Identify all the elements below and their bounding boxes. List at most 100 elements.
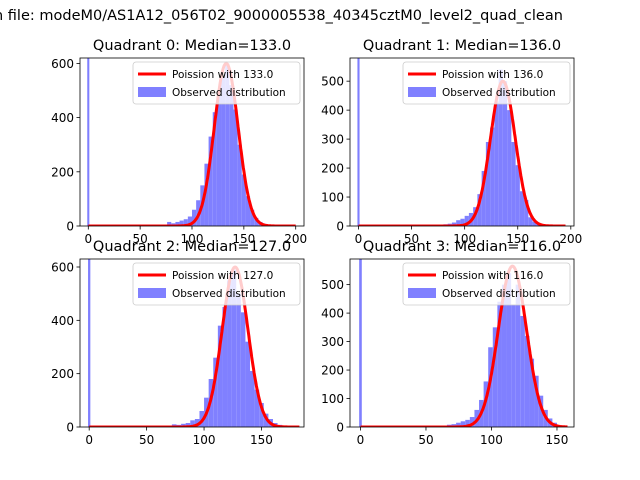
histogram-bar bbox=[212, 112, 217, 226]
histogram-bar bbox=[179, 220, 184, 226]
plot-marks bbox=[88, 259, 301, 427]
histogram-bar bbox=[254, 389, 260, 427]
poisson-fit-line bbox=[357, 79, 567, 226]
legend: Poission with 133.0 Observed distribution bbox=[132, 61, 301, 105]
x-tick-label: 150 bbox=[232, 232, 255, 246]
x-tick-label: 100 bbox=[181, 232, 204, 246]
legend-box bbox=[402, 61, 571, 105]
y-tick-label: 400 bbox=[51, 314, 74, 328]
subplot-quadrant-3: 0 50 100 150 0 100 200 300 400 500 Poission with 1… bbox=[321, 258, 575, 447]
x-tick-label: 50 bbox=[133, 232, 148, 246]
plot-marks bbox=[87, 58, 297, 226]
legend-bars-swatch bbox=[138, 288, 166, 298]
x-tick-label: 50 bbox=[418, 433, 433, 447]
legend-box bbox=[402, 262, 571, 306]
legend-fit-label: Poission with 136.0 bbox=[442, 69, 543, 81]
y-tick-label: 500 bbox=[321, 75, 344, 89]
axes-frame bbox=[79, 258, 305, 428]
histogram-bar bbox=[187, 216, 192, 226]
histogram-bar bbox=[485, 142, 491, 226]
histogram-bar bbox=[213, 357, 218, 427]
histogram-bar bbox=[529, 358, 535, 427]
histogram-bar bbox=[185, 423, 191, 427]
histogram-bar bbox=[502, 81, 508, 226]
histogram-bar bbox=[532, 221, 537, 226]
legend: Poission with 127.0 Observed distribution bbox=[132, 262, 301, 306]
histogram-bar bbox=[221, 76, 226, 226]
y-tick-label: 600 bbox=[51, 57, 74, 71]
histogram-bar bbox=[208, 136, 213, 226]
histogram-bar bbox=[222, 307, 228, 427]
legend-bars-label: Observed distribution bbox=[442, 87, 556, 99]
y-tick-label: 600 bbox=[51, 261, 74, 275]
x-tick-label: 0 bbox=[355, 232, 363, 246]
histogram-bar bbox=[237, 144, 242, 226]
y-tick-label: 200 bbox=[51, 165, 74, 179]
x-tick-label: 100 bbox=[193, 433, 216, 447]
histogram-bar bbox=[501, 284, 507, 427]
y-tick-label: 300 bbox=[321, 133, 344, 147]
figure-suptitle: n file: modeM0/AS1A12_056T02_9000005538_… bbox=[0, 8, 563, 24]
histogram-bar bbox=[190, 420, 195, 427]
histogram-bar bbox=[515, 284, 521, 427]
histogram-bar bbox=[254, 217, 259, 226]
subplot-quadrant-1: 0 50 100 150 200 0 100 200 300 400 500 Poission wit… bbox=[321, 38, 582, 246]
legend-bars-swatch bbox=[408, 87, 436, 97]
x-tick-label: 100 bbox=[453, 232, 476, 246]
histogram-bar bbox=[524, 199, 529, 226]
subplot-quadrant-2: 0 50 100 150 0 200 400 600 Poission with 127.0 Ob… bbox=[51, 258, 305, 447]
legend-fit-label: Poission with 133.0 bbox=[172, 69, 273, 81]
histogram-bar bbox=[233, 109, 238, 226]
histogram-bar bbox=[231, 269, 237, 427]
x-tick-label: 0 bbox=[357, 433, 365, 447]
histogram-bar bbox=[511, 304, 516, 427]
x-tick-label: 50 bbox=[404, 232, 419, 246]
histogram-bar bbox=[259, 403, 264, 427]
subplot-title: Quadrant 0: Median=133.0 bbox=[93, 38, 291, 54]
histogram-bar bbox=[519, 191, 525, 226]
histogram-bar bbox=[194, 419, 200, 427]
histogram-bar bbox=[216, 95, 222, 226]
legend-fit-label: Poission with 116.0 bbox=[442, 270, 543, 282]
y-tick-label: 0 bbox=[66, 421, 74, 435]
legend-bars-swatch bbox=[408, 288, 436, 298]
histogram-bar bbox=[217, 325, 223, 427]
y-tick-label: 100 bbox=[321, 392, 344, 406]
histogram-bar bbox=[225, 63, 230, 226]
histogram-bar bbox=[167, 221, 172, 226]
legend-box bbox=[132, 262, 301, 306]
histogram-bar bbox=[250, 209, 255, 226]
subplot-quadrant-0: 0 50 100 150 200 0 200 400 600 Poission with 133.… bbox=[51, 38, 307, 246]
histogram-bar bbox=[492, 327, 498, 427]
histogram-bar bbox=[520, 315, 525, 427]
legend-bars-label: Observed distribution bbox=[172, 288, 286, 300]
histogram-bar bbox=[469, 417, 475, 427]
x-tick-label: 150 bbox=[250, 433, 273, 447]
histogram-bar bbox=[464, 215, 469, 226]
histogram-bar bbox=[465, 419, 470, 427]
poisson-fit-line bbox=[88, 265, 301, 427]
y-tick-label: 0 bbox=[336, 421, 344, 435]
x-tick-label: 0 bbox=[85, 433, 93, 447]
y-tick-label: 200 bbox=[321, 162, 344, 176]
poisson-fit-line bbox=[87, 61, 297, 226]
histogram-bar bbox=[460, 421, 466, 427]
histogram-bar bbox=[481, 170, 486, 226]
histogram-bar bbox=[181, 423, 186, 427]
histogram-bar bbox=[245, 341, 251, 427]
histogram-bar bbox=[534, 375, 539, 427]
axes-frame bbox=[349, 258, 575, 428]
legend-box bbox=[132, 61, 301, 105]
legend-bars-swatch bbox=[138, 87, 166, 97]
legend: Poission with 136.0 Observed distribution bbox=[402, 61, 571, 105]
x-tick-label: 50 bbox=[139, 433, 154, 447]
histogram-spike-bar bbox=[357, 58, 360, 226]
y-tick-label: 300 bbox=[321, 335, 344, 349]
histogram-bar bbox=[488, 347, 493, 427]
y-tick-label: 0 bbox=[336, 220, 344, 234]
y-tick-label: 0 bbox=[66, 220, 74, 234]
axes-frame bbox=[349, 57, 575, 227]
histogram-bar bbox=[497, 301, 502, 427]
histogram-bar bbox=[460, 218, 465, 226]
